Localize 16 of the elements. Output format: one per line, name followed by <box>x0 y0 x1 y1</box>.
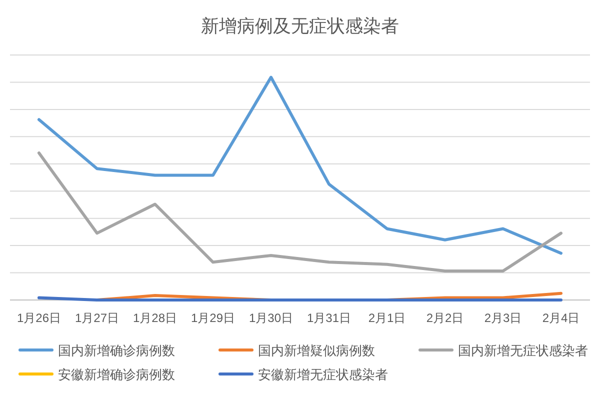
chart-title: 新增病例及无症状感染者 <box>201 16 399 36</box>
x-tick-label: 1月29日 <box>190 311 236 325</box>
x-tick-label: 1月31日 <box>306 311 352 325</box>
x-tick-label: 1月30日 <box>248 311 294 325</box>
x-tick-label: 1月26日 <box>16 311 62 325</box>
x-tick-label: 1月27日 <box>74 311 120 325</box>
legend-label: 安徽新增无症状感染者 <box>258 367 388 382</box>
legend-label: 安徽新增确诊病例数 <box>58 367 175 382</box>
x-tick-label: 2月1日 <box>368 311 406 325</box>
x-tick-label: 2月2日 <box>426 311 464 325</box>
x-tick-label: 2月3日 <box>484 311 522 325</box>
legend-label: 国内新增无症状感染者 <box>458 343 588 358</box>
legend-label: 国内新增确诊病例数 <box>58 343 175 358</box>
legend-label: 国内新增疑似病例数 <box>258 343 375 358</box>
x-tick-label: 1月28日 <box>132 311 178 325</box>
x-tick-label: 2月4日 <box>542 311 580 325</box>
